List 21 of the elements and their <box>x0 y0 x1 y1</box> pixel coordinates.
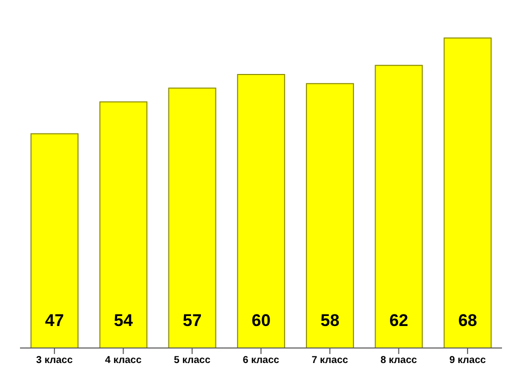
x-tick-label: 7 класс <box>312 355 349 366</box>
data-label: 54 <box>114 311 134 330</box>
bar <box>237 74 286 348</box>
data-label: 60 <box>252 311 271 330</box>
x-tick-label: 6 класс <box>242 355 280 366</box>
data-label: 57 <box>182 311 202 330</box>
bar <box>306 83 354 348</box>
x-tick-label: 8 класс <box>380 355 418 366</box>
x-tick-label: 3 класс <box>36 355 74 366</box>
bar <box>444 38 492 348</box>
x-tick-label: 9 класс <box>449 355 486 366</box>
bar <box>168 88 216 348</box>
bar <box>374 64 423 348</box>
data-label: 68 <box>458 311 478 330</box>
x-tick-label: 4 класс <box>105 355 142 366</box>
x-tick-label: 5 класс <box>174 355 211 366</box>
data-label: 47 <box>45 311 64 330</box>
bar <box>99 101 148 348</box>
data-label: 62 <box>389 311 408 330</box>
bar <box>30 133 79 348</box>
data-label: 58 <box>320 311 340 330</box>
